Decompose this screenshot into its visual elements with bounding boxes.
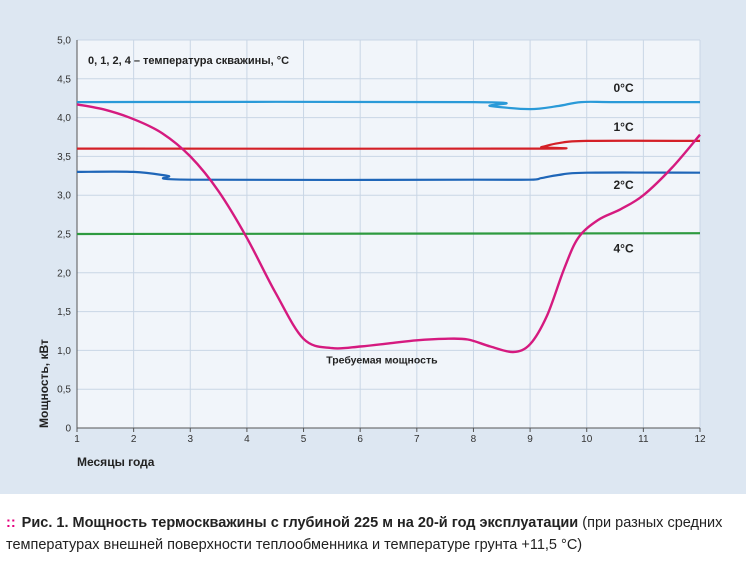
caption-bullet-icon: :: <box>6 515 16 531</box>
caption-title: Рис. 1. Мощность термоскважины с глубино… <box>21 515 579 531</box>
y-tick-label: 5,0 <box>57 36 71 47</box>
x-tick-label: 3 <box>187 434 193 445</box>
axes: 00,51,01,52,02,53,03,54,04,55,01 2 3 4 5 6 7 8 9… <box>57 36 706 446</box>
x-tick-label: 2 <box>131 434 137 445</box>
y-tick-label: 3,5 <box>57 152 71 163</box>
series-1-line <box>76 139 701 150</box>
series-group <box>76 100 701 354</box>
y-tick-label: 2,5 <box>57 230 71 241</box>
series-2-line <box>76 170 701 182</box>
annotation-text: 0, 1, 2, 4 – температура скважины, °С <box>88 55 289 67</box>
x-tick-label: 10 <box>581 434 593 445</box>
x-tick-label: 4 <box>244 434 250 445</box>
x-axis-title: Месяцы года <box>77 455 155 469</box>
y-tick-label: 1,5 <box>57 307 71 318</box>
y-tick-label: 3,0 <box>57 191 71 202</box>
series-1-label: 1°С <box>613 120 633 134</box>
y-tick-label: 1,0 <box>57 346 71 357</box>
x-tick-label: 9 <box>527 434 533 445</box>
x-tick-label: 6 <box>357 434 363 445</box>
series-4-label: Требуемая мощность <box>326 355 438 367</box>
line-chart: 00,51,01,52,02,53,03,54,04,55,01 2 3 4 5 6 7 8 9… <box>37 36 706 470</box>
x-tick-label: 8 <box>471 434 477 445</box>
y-tick-label: 2,0 <box>57 268 71 279</box>
series-3-line <box>76 232 701 236</box>
series-4-line <box>76 103 701 354</box>
y-tick-label: 0,5 <box>57 385 71 396</box>
labels: 0, 1, 2, 4 – температура скважины, °С Ме… <box>37 55 634 469</box>
series-0-label: 0°С <box>613 81 633 95</box>
figure-caption: :: Рис. 1. Мощность термоскважины с глуби… <box>6 512 742 556</box>
caption-text: (при разных средних температурах внешней… <box>6 515 723 553</box>
series-0-line <box>76 100 700 111</box>
series-3-label: 4°С <box>613 242 633 256</box>
x-tick-label: 1 <box>74 434 80 445</box>
y-tick-label: 4,5 <box>57 74 71 85</box>
y-axis-title: Мощность, кВт <box>37 339 51 428</box>
series-2-label: 2°С <box>613 178 633 192</box>
x-tick-label: 11 <box>638 434 649 445</box>
x-tick-label: 5 <box>301 434 307 445</box>
x-tick-label: 7 <box>414 434 420 445</box>
y-tick-label: 4,0 <box>57 113 71 124</box>
y-tick-label: 0 <box>65 424 71 435</box>
x-tick-label: 12 <box>694 434 706 445</box>
